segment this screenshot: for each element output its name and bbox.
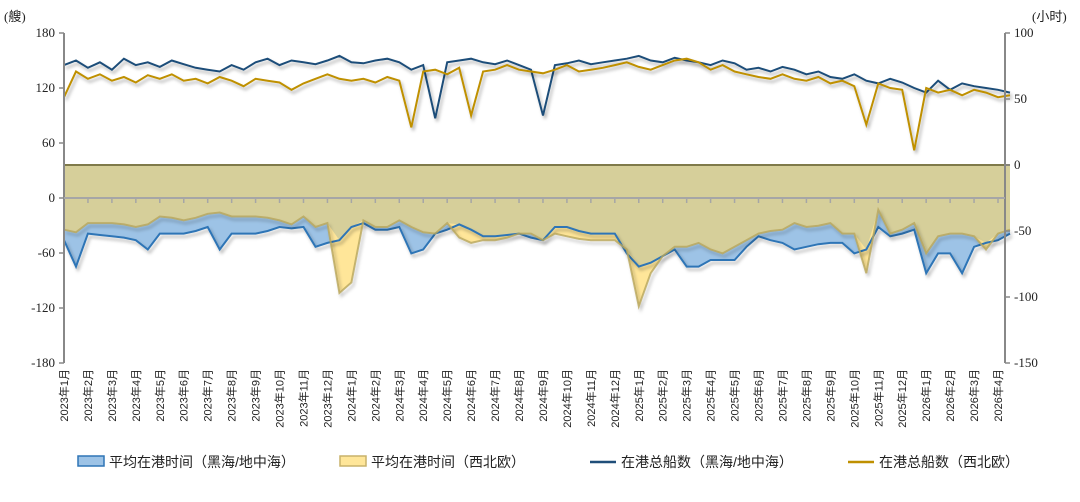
right-tick-label: -50 bbox=[1014, 223, 1031, 238]
x-tick-label: 2025年5月 bbox=[728, 369, 742, 422]
area-line-blacksea-med bbox=[63, 222, 1011, 276]
right-tick-label: -100 bbox=[1014, 289, 1038, 304]
x-tick-label: 2025年2月 bbox=[656, 369, 670, 422]
x-tick-label: 2026年3月 bbox=[967, 369, 981, 422]
x-tick-label: 2025年11月 bbox=[871, 369, 885, 427]
x-tick-label: 2025年9月 bbox=[823, 369, 837, 422]
right-tick-label: 50 bbox=[1014, 91, 1027, 106]
x-tick-label: 2025年7月 bbox=[775, 369, 789, 422]
x-tick-label: 2024年10月 bbox=[560, 369, 574, 428]
x-tick-label: 2024年5月 bbox=[440, 369, 454, 422]
left-tick-label: -120 bbox=[31, 300, 55, 315]
x-tick-label: 2023年1月 bbox=[57, 369, 71, 422]
x-tick-label: 2024年8月 bbox=[512, 369, 526, 422]
x-tick-label: 2023年6月 bbox=[177, 369, 191, 422]
x-tick-label: 2025年3月 bbox=[680, 369, 694, 422]
left-tick-label: -60 bbox=[38, 245, 55, 260]
legend-swatch-area bbox=[339, 455, 367, 467]
x-tick-label: 2024年2月 bbox=[368, 369, 382, 422]
x-tick-label: 2023年11月 bbox=[296, 369, 310, 427]
right-tick-label: 0 bbox=[1014, 157, 1021, 172]
line-ships-nw-europe bbox=[63, 57, 1011, 151]
x-tick-label: 2025年8月 bbox=[799, 369, 813, 422]
legend: 平均在港时间（黑海/地中海） 平均在港时间（西北欧） 在港总船数（黑海/地中海） 在港… bbox=[77, 454, 1019, 470]
left-tick-label: 60 bbox=[42, 135, 55, 150]
x-tick-label: 2024年12月 bbox=[608, 369, 622, 428]
x-tick-label: 2024年9月 bbox=[536, 369, 550, 422]
x-tick-label: 2025年12月 bbox=[895, 369, 909, 428]
x-tick-label: 2023年5月 bbox=[153, 369, 167, 422]
x-tick-label: 2024年6月 bbox=[464, 369, 478, 422]
x-tick-label: 2023年12月 bbox=[320, 369, 334, 428]
x-tick-label: 2026年1月 bbox=[919, 369, 933, 422]
x-tick-label: 2023年8月 bbox=[225, 369, 239, 422]
legend-swatch-area bbox=[77, 455, 105, 467]
legend-label: 在港总船数（西北欧） bbox=[879, 454, 1019, 470]
left-tick-label: -180 bbox=[31, 355, 55, 370]
x-tick-label: 2023年7月 bbox=[201, 369, 215, 422]
x-tick-label: 2026年4月 bbox=[991, 369, 1005, 422]
x-tick-label: 2023年4月 bbox=[129, 369, 143, 422]
x-tick-label: 2024年3月 bbox=[392, 369, 406, 422]
x-tick-label: 2023年9月 bbox=[249, 369, 263, 422]
x-tick-label: 2024年4月 bbox=[416, 369, 430, 422]
x-tick-label: 2026年2月 bbox=[943, 369, 957, 422]
x-tick-label: 2024年7月 bbox=[488, 369, 502, 422]
left-tick-label: 180 bbox=[36, 25, 56, 40]
legend-label: 在港总船数（黑海/地中海） bbox=[621, 454, 793, 470]
right-axis-unit: (小时) bbox=[1032, 9, 1067, 24]
area-overlap bbox=[64, 165, 1010, 267]
x-tick-label: 2023年10月 bbox=[273, 369, 287, 428]
area-line-nw-europe bbox=[63, 206, 1011, 310]
x-tick-label: 2023年3月 bbox=[105, 369, 119, 422]
x-tick-label: 2024年1月 bbox=[344, 369, 358, 422]
left-tick-label: 120 bbox=[36, 80, 56, 95]
legend-label: 平均在港时间（黑海/地中海） bbox=[109, 454, 295, 470]
x-tick-label: 2024年11月 bbox=[584, 369, 598, 427]
x-tick-label: 2025年4月 bbox=[704, 369, 718, 422]
right-tick-label: -150 bbox=[1014, 355, 1038, 370]
left-tick-label: 0 bbox=[49, 190, 56, 205]
line-ships-blacksea-med bbox=[63, 54, 1011, 119]
x-tick-label: 2025年10月 bbox=[847, 369, 861, 428]
right-tick-label: 100 bbox=[1014, 25, 1034, 40]
x-tick-label: 2025年1月 bbox=[632, 369, 646, 422]
x-tick-label: 2025年6月 bbox=[752, 369, 766, 422]
legend-label: 平均在港时间（西北欧） bbox=[371, 454, 525, 470]
left-axis-unit: (艘) bbox=[4, 9, 26, 24]
x-tick-label: 2023年2月 bbox=[81, 369, 95, 422]
